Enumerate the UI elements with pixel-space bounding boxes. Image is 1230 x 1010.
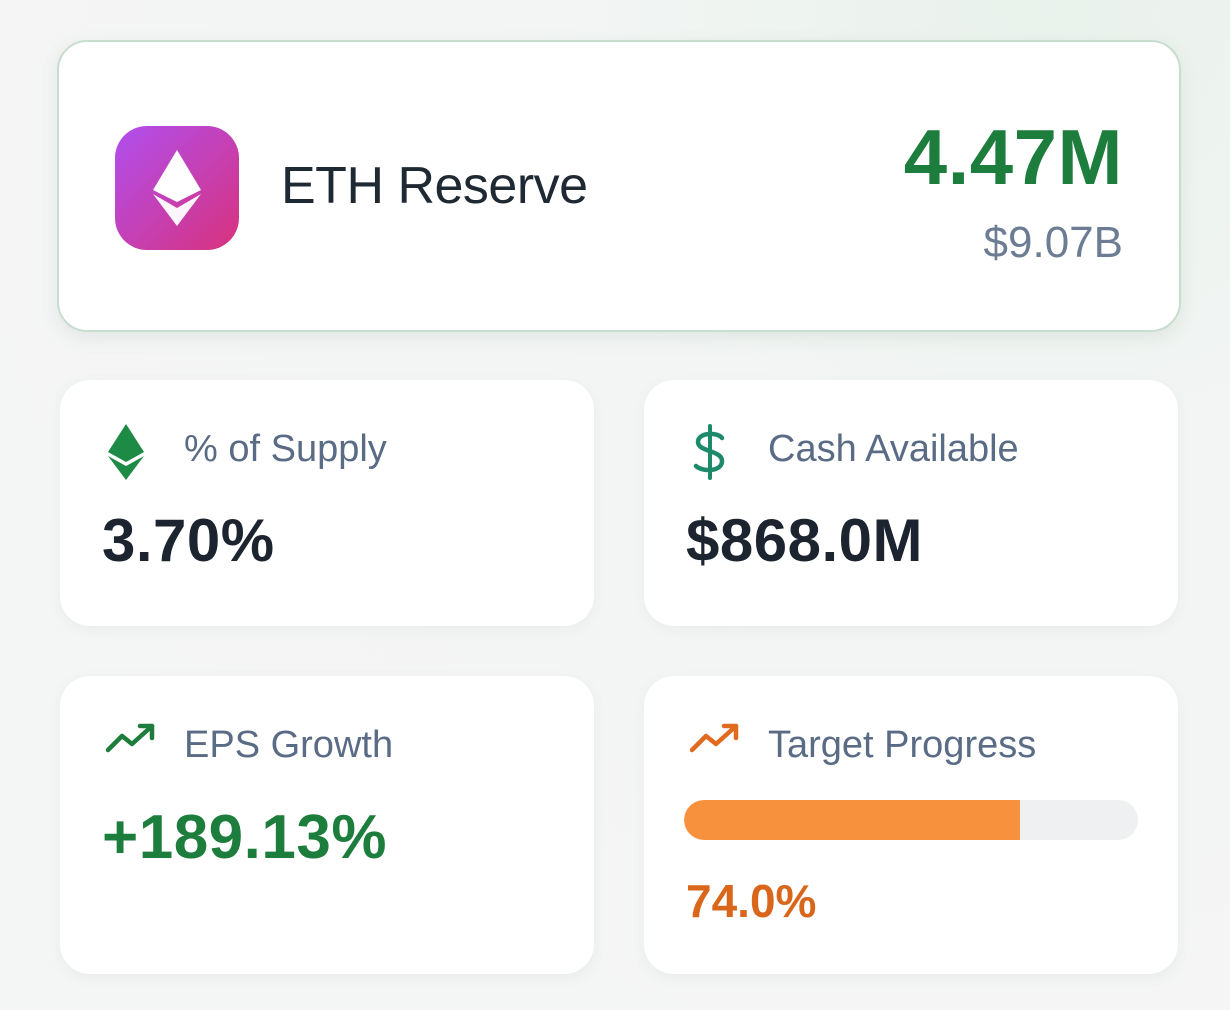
supply-card: % of Supply 3.70% [60, 380, 594, 626]
eps-label: EPS Growth [184, 724, 394, 766]
target-progress-bar [684, 800, 1138, 840]
reserve-title: ETH Reserve [281, 157, 588, 215]
target-progress-card: Target Progress 74.0% [644, 676, 1178, 974]
cash-value: $868.0M [686, 507, 923, 574]
reserve-usd-value: $9.07B [983, 218, 1123, 267]
ethereum-logo-icon [115, 126, 239, 250]
trending-up-icon [689, 720, 742, 761]
dollar-icon [690, 424, 730, 485]
target-progress-fill [684, 800, 1020, 840]
cash-label: Cash Available [768, 428, 1019, 470]
target-progress-value: 74.0% [686, 875, 817, 927]
reserve-amount: 4.47M [903, 113, 1123, 201]
target-label: Target Progress [768, 724, 1037, 766]
eps-growth-card: EPS Growth +189.13% [60, 676, 594, 974]
ethereum-icon [106, 424, 146, 485]
trending-up-icon [105, 720, 158, 761]
supply-value: 3.70% [102, 507, 275, 574]
supply-label: % of Supply [184, 428, 387, 470]
cash-card: Cash Available $868.0M [644, 380, 1178, 626]
eth-reserve-card: ETH Reserve 4.47M $9.07B [57, 40, 1181, 332]
eps-value: +189.13% [102, 803, 387, 872]
